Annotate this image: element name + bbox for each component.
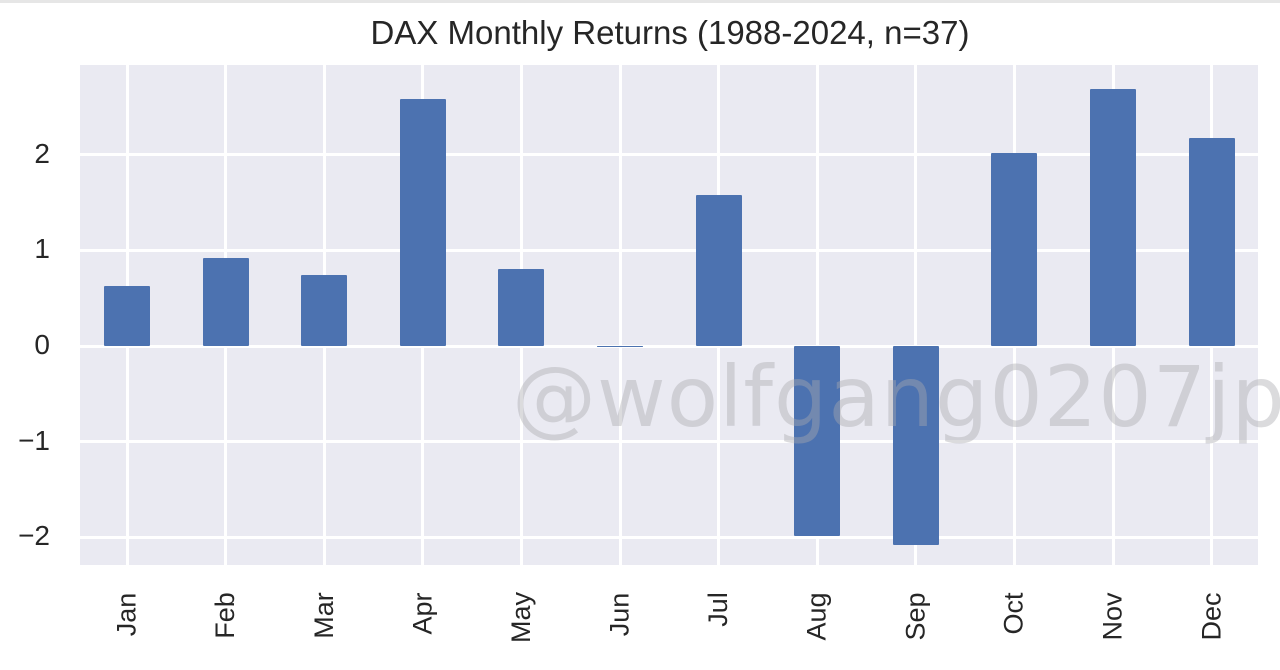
bar-feb [202, 258, 249, 347]
chart-title: DAX Monthly Returns (1988-2024, n=37) [370, 14, 970, 51]
x-tick-label: Sep [900, 591, 931, 641]
y-tick-label: 1 [34, 233, 50, 265]
x-tick-label: Feb [209, 592, 240, 639]
horizontal-gridline [80, 248, 1258, 252]
y-tick-label: −1 [18, 424, 50, 456]
bar-sep [892, 346, 939, 545]
bar-may [498, 268, 545, 347]
horizontal-gridline [80, 153, 1258, 157]
bar-dec [1188, 137, 1235, 347]
y-tick-label: −2 [18, 520, 50, 552]
bar-jul [695, 195, 742, 347]
x-tick-label: Dec [1196, 591, 1227, 641]
bar-mar [301, 275, 348, 347]
y-tick-label: 0 [34, 329, 50, 361]
bar-jan [104, 285, 150, 347]
plot-area [80, 65, 1258, 565]
vertical-gridline [815, 65, 819, 565]
top-border [0, 0, 1280, 3]
x-tick-label: Jan [111, 592, 142, 636]
bar-apr [399, 99, 446, 347]
horizontal-gridline [80, 440, 1258, 444]
horizontal-gridline [80, 535, 1258, 539]
x-tick-label: Oct [998, 591, 1029, 635]
x-tick-label: Mar [308, 592, 339, 639]
x-tick-label: Apr [407, 591, 438, 635]
bar-oct [991, 152, 1038, 347]
horizontal-gridline [80, 344, 1258, 348]
bar-aug [794, 346, 841, 537]
x-tick-label: Jun [604, 592, 635, 636]
x-tick-label: Aug [801, 591, 832, 641]
bar-jun [597, 346, 643, 348]
y-tick-label: 2 [34, 137, 50, 169]
vertical-gridline [618, 65, 622, 565]
x-tick-label: Jul [702, 592, 733, 627]
x-tick-label: May [505, 591, 536, 644]
vertical-gridline [914, 65, 918, 565]
x-tick-label: Nov [1097, 591, 1128, 641]
bar-nov [1090, 88, 1136, 347]
